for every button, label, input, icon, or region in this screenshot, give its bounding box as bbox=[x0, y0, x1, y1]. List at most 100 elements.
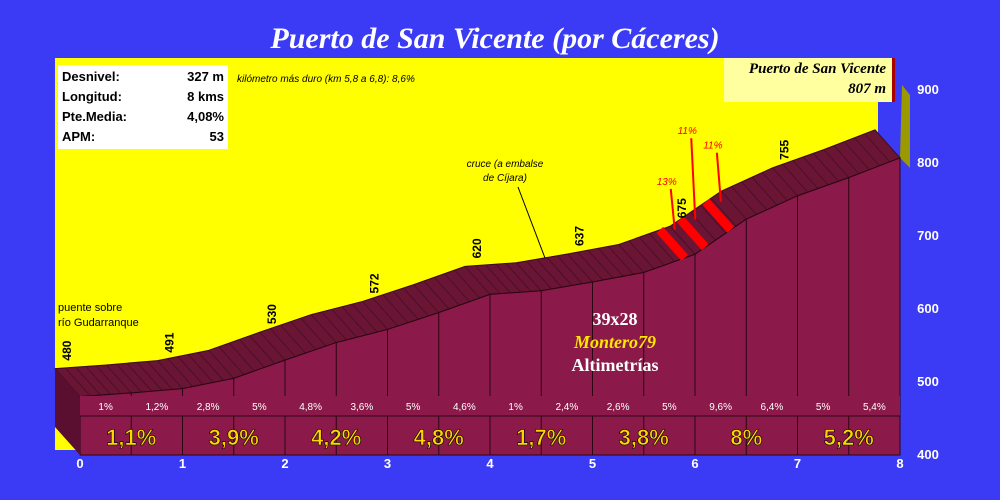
surface-hatch bbox=[567, 253, 593, 283]
surface-hatch bbox=[228, 342, 255, 372]
stat-label: Pte.Media: bbox=[62, 109, 128, 124]
hardest-km-note: kilómetro más duro (km 5,8 a 6,8): 8,6% bbox=[237, 74, 415, 85]
surface-hatch bbox=[75, 366, 101, 396]
surface-hatch bbox=[833, 145, 860, 174]
x-tick-label: 4 bbox=[486, 456, 494, 471]
stat-label: Longitud: bbox=[62, 89, 122, 104]
stat-row-longitud: Longitud: 8 kms bbox=[58, 87, 228, 107]
surface-hatch bbox=[587, 249, 614, 279]
stat-label: Desnivel: bbox=[62, 69, 120, 84]
surface-hatch bbox=[741, 181, 768, 211]
annotation-text: puente sobre bbox=[58, 302, 122, 314]
profile-left-face bbox=[55, 368, 80, 455]
steep-section-band bbox=[656, 226, 689, 261]
steep-section-band bbox=[702, 198, 735, 233]
surface-hatch bbox=[515, 262, 542, 292]
half-km-gradient-label: 2,4% bbox=[555, 402, 578, 413]
surface-hatch bbox=[372, 297, 399, 327]
watermark-line1: 39x28 bbox=[592, 309, 638, 329]
chart-title: Puerto de San Vicente (por Cáceres) bbox=[270, 22, 720, 55]
km-gradient-label: 3,8% bbox=[619, 425, 669, 450]
annotation-text: cruce (a embalse bbox=[467, 159, 544, 170]
surface-hatch bbox=[526, 260, 552, 290]
half-km-gradient-label: 5% bbox=[252, 402, 267, 413]
surface-hatch bbox=[157, 360, 183, 389]
km-gradient-label: 5,2% bbox=[824, 425, 874, 450]
surface-hatch bbox=[761, 172, 788, 201]
surface-hatch bbox=[208, 350, 235, 379]
surface-hatch bbox=[843, 141, 870, 171]
surface-hatch bbox=[310, 314, 337, 343]
annotation-text: río Gudarranque bbox=[58, 317, 139, 329]
y-tick-label: 800 bbox=[917, 155, 939, 170]
surface-hatch bbox=[720, 190, 747, 220]
surface-hatch bbox=[608, 246, 634, 275]
km-gradient-label: 8% bbox=[730, 425, 762, 450]
altitude-label: 480 bbox=[60, 340, 74, 360]
stat-value: 8 kms bbox=[187, 89, 224, 104]
surface-hatch bbox=[85, 366, 112, 395]
half-km-gradient-label: 9,6% bbox=[709, 402, 732, 413]
summit-altitude: 807 m bbox=[848, 81, 886, 97]
surface-hatch bbox=[218, 346, 245, 376]
summit-name: Puerto de San Vicente bbox=[748, 61, 886, 77]
x-tick-label: 2 bbox=[281, 456, 288, 471]
x-tick-label: 6 bbox=[691, 456, 698, 471]
surface-hatch bbox=[731, 186, 757, 215]
half-km-gradient-label: 2,6% bbox=[607, 402, 630, 413]
surface-hatch bbox=[423, 280, 450, 310]
steep-section-label: 13% bbox=[657, 177, 677, 188]
y-tick-label: 600 bbox=[917, 301, 939, 316]
surface-hatch bbox=[331, 308, 358, 338]
x-tick-label: 3 bbox=[384, 456, 391, 471]
surface-hatch bbox=[280, 324, 306, 354]
half-km-gradient-label: 1% bbox=[508, 402, 523, 413]
stat-value: 327 m bbox=[187, 69, 224, 84]
summit-box: Puerto de San Vicente 807 m bbox=[724, 58, 895, 102]
x-tick-label: 8 bbox=[896, 456, 903, 471]
annotation-pointer bbox=[517, 186, 546, 259]
steep-section-label: 11% bbox=[678, 126, 697, 137]
surface-hatch bbox=[474, 265, 501, 295]
surface-hatch bbox=[105, 364, 132, 394]
surface-hatch bbox=[433, 277, 460, 306]
surface-hatch bbox=[95, 365, 122, 395]
half-km-gradient-label: 4,8% bbox=[299, 402, 322, 413]
altitude-label: 572 bbox=[368, 273, 382, 293]
surface-hatch bbox=[116, 363, 142, 393]
surface-hatch bbox=[413, 284, 440, 313]
steep-section-band bbox=[676, 216, 709, 251]
surface-hatch bbox=[177, 356, 204, 385]
surface-hatch bbox=[854, 137, 880, 167]
surface-hatch bbox=[351, 303, 378, 333]
surface-hatch bbox=[382, 294, 409, 324]
annotation-text: de Cíjara) bbox=[483, 173, 527, 184]
half-km-gradient-label: 5% bbox=[662, 402, 677, 413]
watermark: 39x28 Montero79 Altimetrías bbox=[535, 308, 695, 377]
surface-hatch bbox=[341, 306, 368, 336]
altitude-label: 530 bbox=[265, 304, 279, 324]
surface-hatch bbox=[802, 156, 829, 186]
stats-box: Desnivel: 327 m Longitud: 8 kms Pte.Media:… bbox=[58, 65, 228, 149]
km-gradient-label: 1,7% bbox=[516, 425, 566, 450]
surface-hatch bbox=[187, 354, 214, 383]
x-tick-label: 5 bbox=[589, 456, 596, 471]
surface-hatch bbox=[136, 361, 163, 391]
surface-hatch bbox=[403, 287, 429, 317]
surface-hatch bbox=[874, 129, 901, 159]
gradient-strip bbox=[80, 396, 900, 416]
surface-hatch bbox=[813, 152, 839, 182]
altitude-label: 675 bbox=[675, 198, 689, 218]
surface-hatch bbox=[321, 311, 347, 341]
surface-hatch bbox=[444, 273, 470, 303]
surface-hatch bbox=[300, 317, 327, 347]
surface-hatch bbox=[823, 149, 850, 178]
surface-hatch bbox=[577, 251, 604, 281]
surface-hatch bbox=[700, 204, 727, 234]
half-km-gradient-label: 5,4% bbox=[863, 402, 886, 413]
surface-hatch bbox=[269, 328, 296, 357]
surface-hatch bbox=[454, 269, 481, 299]
surface-hatch bbox=[638, 236, 665, 266]
steep-section-pointer bbox=[669, 188, 676, 230]
altitude-label: 637 bbox=[573, 226, 587, 246]
